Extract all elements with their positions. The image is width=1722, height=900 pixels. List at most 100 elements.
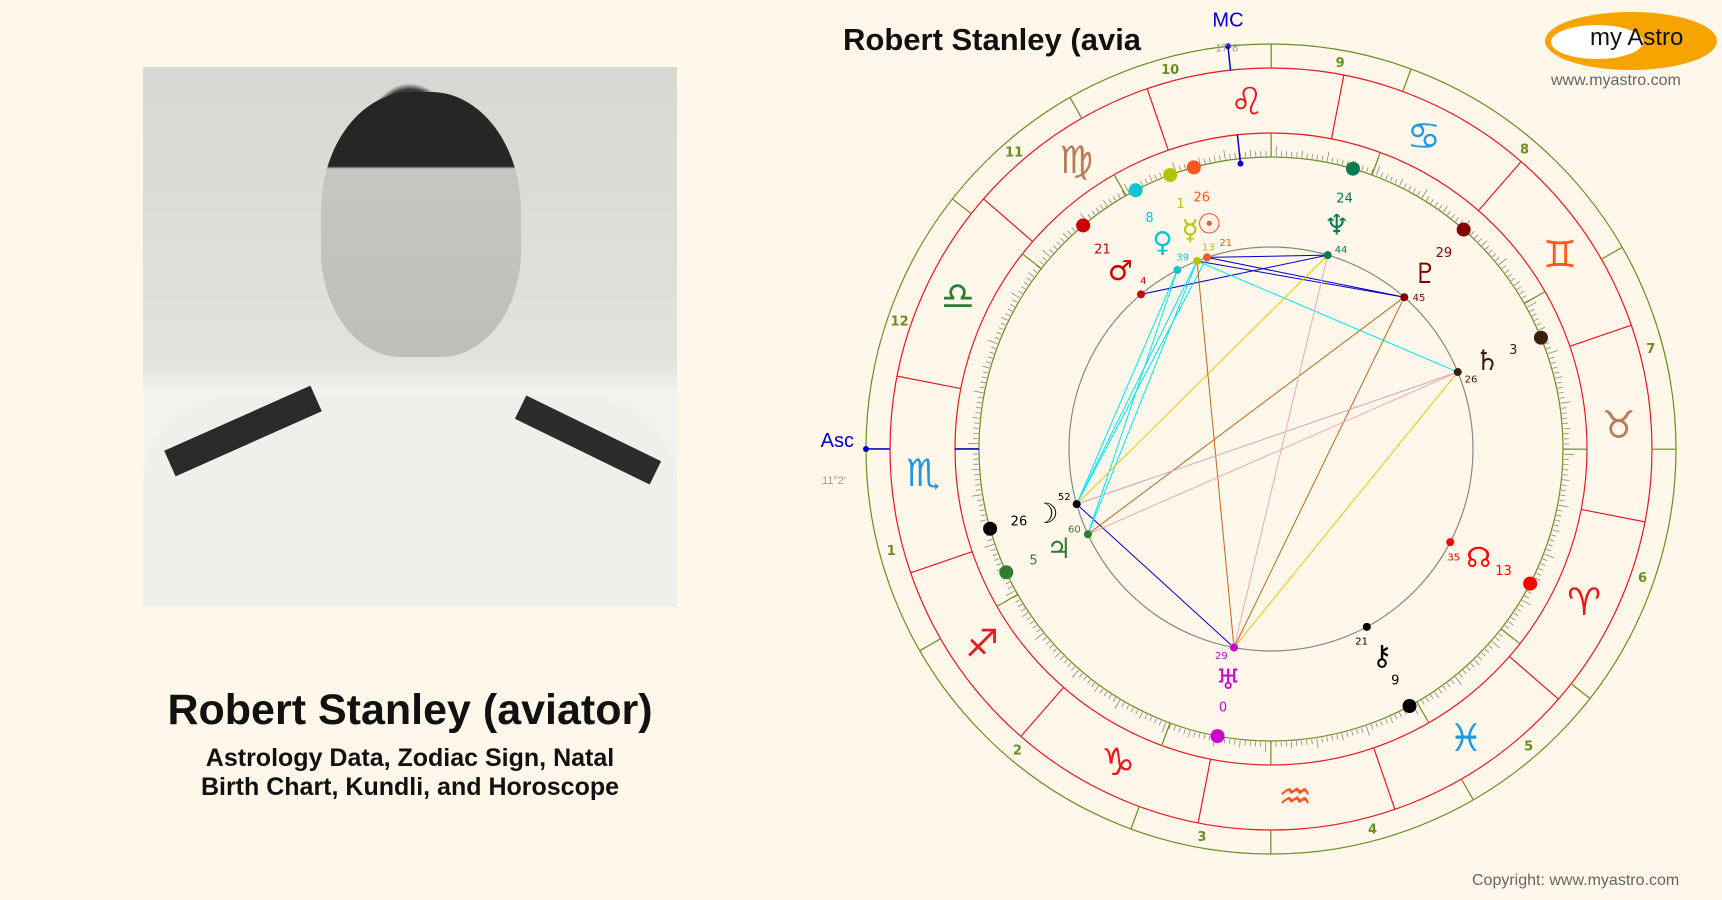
degree-tick: [1559, 397, 1565, 399]
degree-tick: [1011, 292, 1021, 299]
degree-tick: [990, 346, 996, 350]
planet-uranus-minutes: 29: [1215, 651, 1228, 662]
degree-tick: [984, 543, 995, 548]
aspect-line: [1196, 260, 1235, 648]
degree-tick: [1071, 227, 1076, 232]
degree-tick: [996, 332, 1002, 335]
sign-libra-icon: ♎: [941, 274, 975, 318]
degree-tick: [1389, 716, 1394, 724]
myastro-logo[interactable]: my Astro: [1545, 12, 1717, 70]
degree-tick: [989, 351, 995, 354]
degree-tick: [1542, 558, 1548, 562]
degree-tick: [977, 396, 983, 399]
house-number-12: 12: [891, 315, 909, 330]
planet-sun-aspect-dot: [1203, 253, 1212, 262]
degree-tick: [1491, 641, 1500, 649]
degree-tick: [1561, 412, 1567, 414]
degree-tick: [1466, 666, 1471, 671]
house-cusp-line: [1460, 778, 1474, 801]
degree-tick: [1547, 544, 1553, 547]
degree-tick: [1498, 633, 1503, 637]
sign-boundary-line: [1373, 747, 1396, 810]
planet-uranus-aspect-dot: [1230, 643, 1239, 652]
degree-tick: [979, 386, 985, 389]
degree-tick: [1430, 198, 1434, 204]
degree-tick: [1546, 548, 1552, 552]
degree-tick: [1477, 656, 1482, 661]
degree-tick: [1538, 326, 1546, 331]
degree-tick: [1010, 304, 1016, 308]
house-number-7: 7: [1646, 342, 1655, 357]
degree-tick: [1099, 204, 1104, 210]
degree-tick: [1193, 731, 1196, 737]
degree-tick: [1331, 735, 1334, 741]
degree-tick: [1219, 155, 1221, 161]
degree-tick: [983, 371, 989, 374]
degree-tick: [1123, 183, 1130, 193]
degree-tick: [1544, 341, 1550, 345]
degree-tick: [1079, 673, 1083, 678]
degree-tick: [1228, 739, 1231, 745]
midheaven-line-inner: [1236, 134, 1242, 164]
degree-tick: [1168, 724, 1172, 730]
degree-tick: [1018, 290, 1023, 294]
planet-pluto-marker: [1456, 222, 1471, 237]
degree-tick: [1035, 628, 1041, 633]
planet-saturn-minutes: 26: [1465, 375, 1478, 386]
degree-tick: [1311, 739, 1313, 745]
aspect-line: [1087, 371, 1458, 535]
degree-tick: [1555, 519, 1561, 522]
aspect-line: [1206, 254, 1328, 258]
degree-tick: [1103, 691, 1108, 697]
degree-tick: [1536, 572, 1542, 576]
sign-boundary-line: [910, 551, 973, 574]
degree-tick: [1126, 704, 1130, 710]
degree-tick: [1239, 740, 1241, 748]
degree-tick: [973, 390, 984, 394]
degree-tick: [1434, 201, 1439, 207]
degree-tick: [1183, 163, 1186, 169]
degree-tick: [1316, 738, 1319, 749]
planet-venus-degree: 8: [1145, 211, 1153, 226]
sign-capricorn-icon: ♑: [1101, 740, 1135, 784]
degree-tick: [1438, 204, 1443, 210]
degree-tick: [1375, 166, 1381, 176]
degree-tick: [1474, 234, 1479, 239]
degree-tick: [1403, 183, 1407, 189]
degree-tick: [987, 539, 993, 542]
degree-tick: [1178, 727, 1181, 733]
house-cusp-line-inner: [1500, 628, 1521, 645]
degree-tick: [1538, 567, 1544, 571]
logo-url-link[interactable]: www.myastro.com: [1551, 72, 1681, 89]
degree-tick: [1474, 659, 1480, 666]
house-number-6: 6: [1638, 571, 1647, 586]
house-cusp-line: [1069, 97, 1083, 119]
degree-tick: [1063, 659, 1068, 664]
aspect-line: [1076, 257, 1208, 505]
degree-tick: [1551, 361, 1557, 364]
degree-tick: [1158, 720, 1162, 726]
degree-tick: [1540, 563, 1546, 566]
degree-tick: [1135, 709, 1139, 715]
degree-tick: [1020, 286, 1026, 290]
degree-tick: [1430, 694, 1434, 700]
planet-chiron-aspect-dot: [1362, 622, 1371, 631]
degree-tick: [1035, 632, 1044, 640]
degree-tick: [1551, 534, 1557, 537]
planet-sun-degree: 26: [1194, 190, 1211, 205]
degree-tick: [1336, 158, 1339, 164]
degree-tick: [1005, 581, 1011, 585]
degree-tick: [1454, 676, 1462, 685]
degree-tick: [1026, 616, 1032, 621]
degree-tick: [1203, 158, 1206, 164]
planet-jupiter-marker: [999, 565, 1014, 580]
degree-tick: [1552, 529, 1560, 533]
sign-boundary-line: [1581, 508, 1646, 523]
degree-tick: [1558, 504, 1569, 508]
person-photo: [143, 67, 677, 607]
planet-chiron-degree: 9: [1391, 674, 1399, 689]
planet-venus-icon: ♀: [1152, 226, 1173, 259]
degree-tick: [1331, 157, 1334, 163]
planet-sun-minutes: 21: [1219, 238, 1232, 249]
house-cusp-line-inner: [1523, 291, 1546, 305]
